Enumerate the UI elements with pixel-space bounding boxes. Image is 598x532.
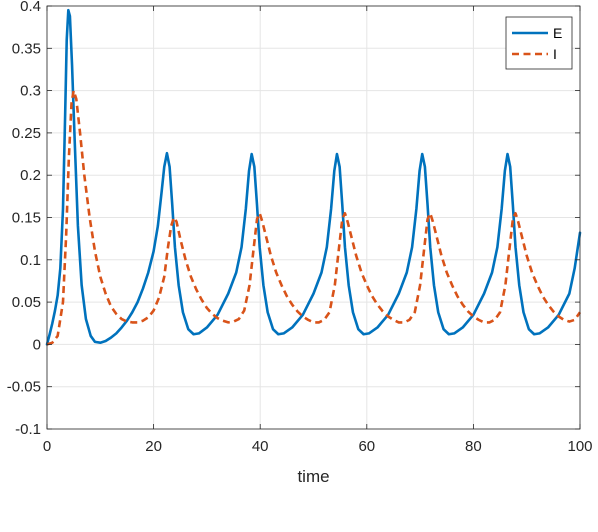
y-tick-label: 0.35	[12, 40, 41, 57]
y-tick-label: 0.15	[12, 210, 41, 227]
x-tick-label: 40	[252, 438, 269, 455]
x-axis-label: time	[297, 467, 329, 486]
legend: E I	[505, 16, 573, 70]
grid-lines	[46, 5, 581, 430]
x-tick-label: 80	[465, 438, 482, 455]
series-layer	[45, 8, 582, 346]
axis-ticks	[46, 5, 581, 430]
legend-label-i: I	[553, 46, 557, 62]
y-tick-label: 0.25	[12, 125, 41, 142]
x-tick-label: 100	[567, 438, 592, 455]
legend-label-e: E	[553, 25, 562, 41]
y-tick-label: 0	[33, 336, 41, 353]
series-line-i	[46, 89, 582, 346]
x-tick-label: 20	[145, 438, 162, 455]
x-tick-label: 60	[358, 438, 375, 455]
y-tick-labels: -0.1 -0.05 0 0.05 0.1 0.15 0.2 0.25 0.3 0.35 0.4	[7, 0, 41, 438]
x-tick-label: 0	[43, 438, 51, 455]
y-tick-label: 0.1	[20, 252, 41, 269]
series-line-e	[45, 8, 582, 346]
x-tick-labels: 0 20 40 60 80 100	[43, 438, 593, 455]
legend-box	[505, 16, 573, 70]
y-tick-label: 0.05	[12, 294, 41, 311]
y-tick-label: 0.4	[20, 0, 41, 15]
y-tick-label: 0.2	[20, 167, 41, 184]
y-tick-label: -0.1	[15, 421, 41, 438]
y-tick-label: 0.3	[20, 83, 41, 100]
y-tick-label: -0.05	[7, 379, 41, 396]
